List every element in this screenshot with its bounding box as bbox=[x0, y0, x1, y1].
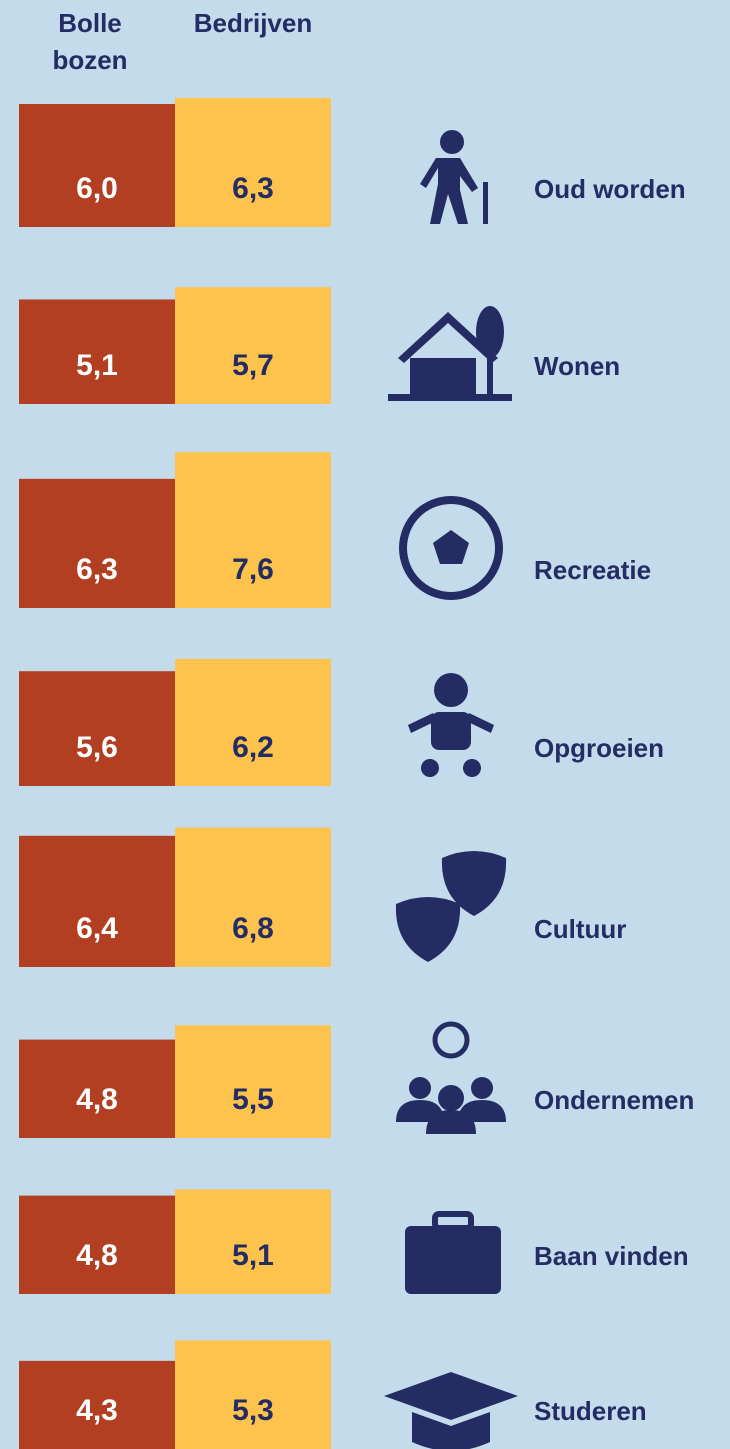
value-label: 6,4 bbox=[76, 912, 118, 945]
legend-label: Bolle bozen bbox=[52, 8, 127, 75]
bar bbox=[175, 1025, 331, 1138]
value-label: 5,6 bbox=[76, 731, 118, 764]
category-label: Ondernemen bbox=[534, 1085, 694, 1115]
category-label: Wonen bbox=[534, 351, 620, 381]
icon-people bbox=[396, 1021, 506, 1134]
value-label: 5,7 bbox=[232, 349, 274, 382]
value-label: 6,8 bbox=[232, 912, 274, 945]
value-label: 4,8 bbox=[76, 1239, 118, 1272]
bar bbox=[19, 104, 175, 227]
bar bbox=[175, 97, 331, 227]
value-label: 4,8 bbox=[76, 1083, 118, 1116]
value-label: 5,1 bbox=[76, 349, 118, 382]
bar bbox=[19, 671, 175, 786]
bar bbox=[175, 452, 331, 608]
bar bbox=[19, 299, 175, 404]
icon-house bbox=[388, 306, 512, 401]
bar bbox=[19, 1360, 175, 1449]
bar bbox=[19, 478, 175, 608]
category-label: Cultuur bbox=[534, 914, 626, 944]
icon-baby bbox=[408, 673, 494, 777]
value-label: 5,3 bbox=[232, 1394, 274, 1427]
value-label: 6,0 bbox=[76, 172, 118, 205]
icon-briefcase bbox=[405, 1211, 501, 1294]
bar bbox=[19, 835, 175, 967]
bar bbox=[19, 1195, 175, 1294]
icon-ball bbox=[399, 496, 503, 600]
value-label: 6,2 bbox=[232, 731, 274, 764]
bar bbox=[175, 658, 331, 786]
icon-masks bbox=[395, 851, 507, 962]
value-label: 4,3 bbox=[76, 1394, 118, 1427]
category-label: Recreatie bbox=[534, 555, 651, 585]
value-label: 5,1 bbox=[232, 1239, 274, 1272]
category-label: Opgroeien bbox=[534, 733, 664, 763]
bar bbox=[19, 1039, 175, 1138]
bar bbox=[175, 827, 331, 967]
icon-graduation-cap bbox=[384, 1372, 518, 1449]
icon-elderly bbox=[420, 130, 488, 224]
bar bbox=[175, 1189, 331, 1294]
legend-label: Bedrijven bbox=[194, 8, 313, 38]
category-label: Baan vinden bbox=[534, 1241, 689, 1271]
value-label: 6,3 bbox=[76, 553, 118, 586]
value-label: 6,3 bbox=[232, 172, 274, 205]
category-label: Oud worden bbox=[534, 174, 686, 204]
value-label: 7,6 bbox=[232, 553, 274, 586]
bar bbox=[175, 287, 331, 404]
category-label: Studeren bbox=[534, 1396, 647, 1426]
value-label: 5,5 bbox=[232, 1083, 274, 1116]
bar bbox=[175, 1340, 331, 1449]
